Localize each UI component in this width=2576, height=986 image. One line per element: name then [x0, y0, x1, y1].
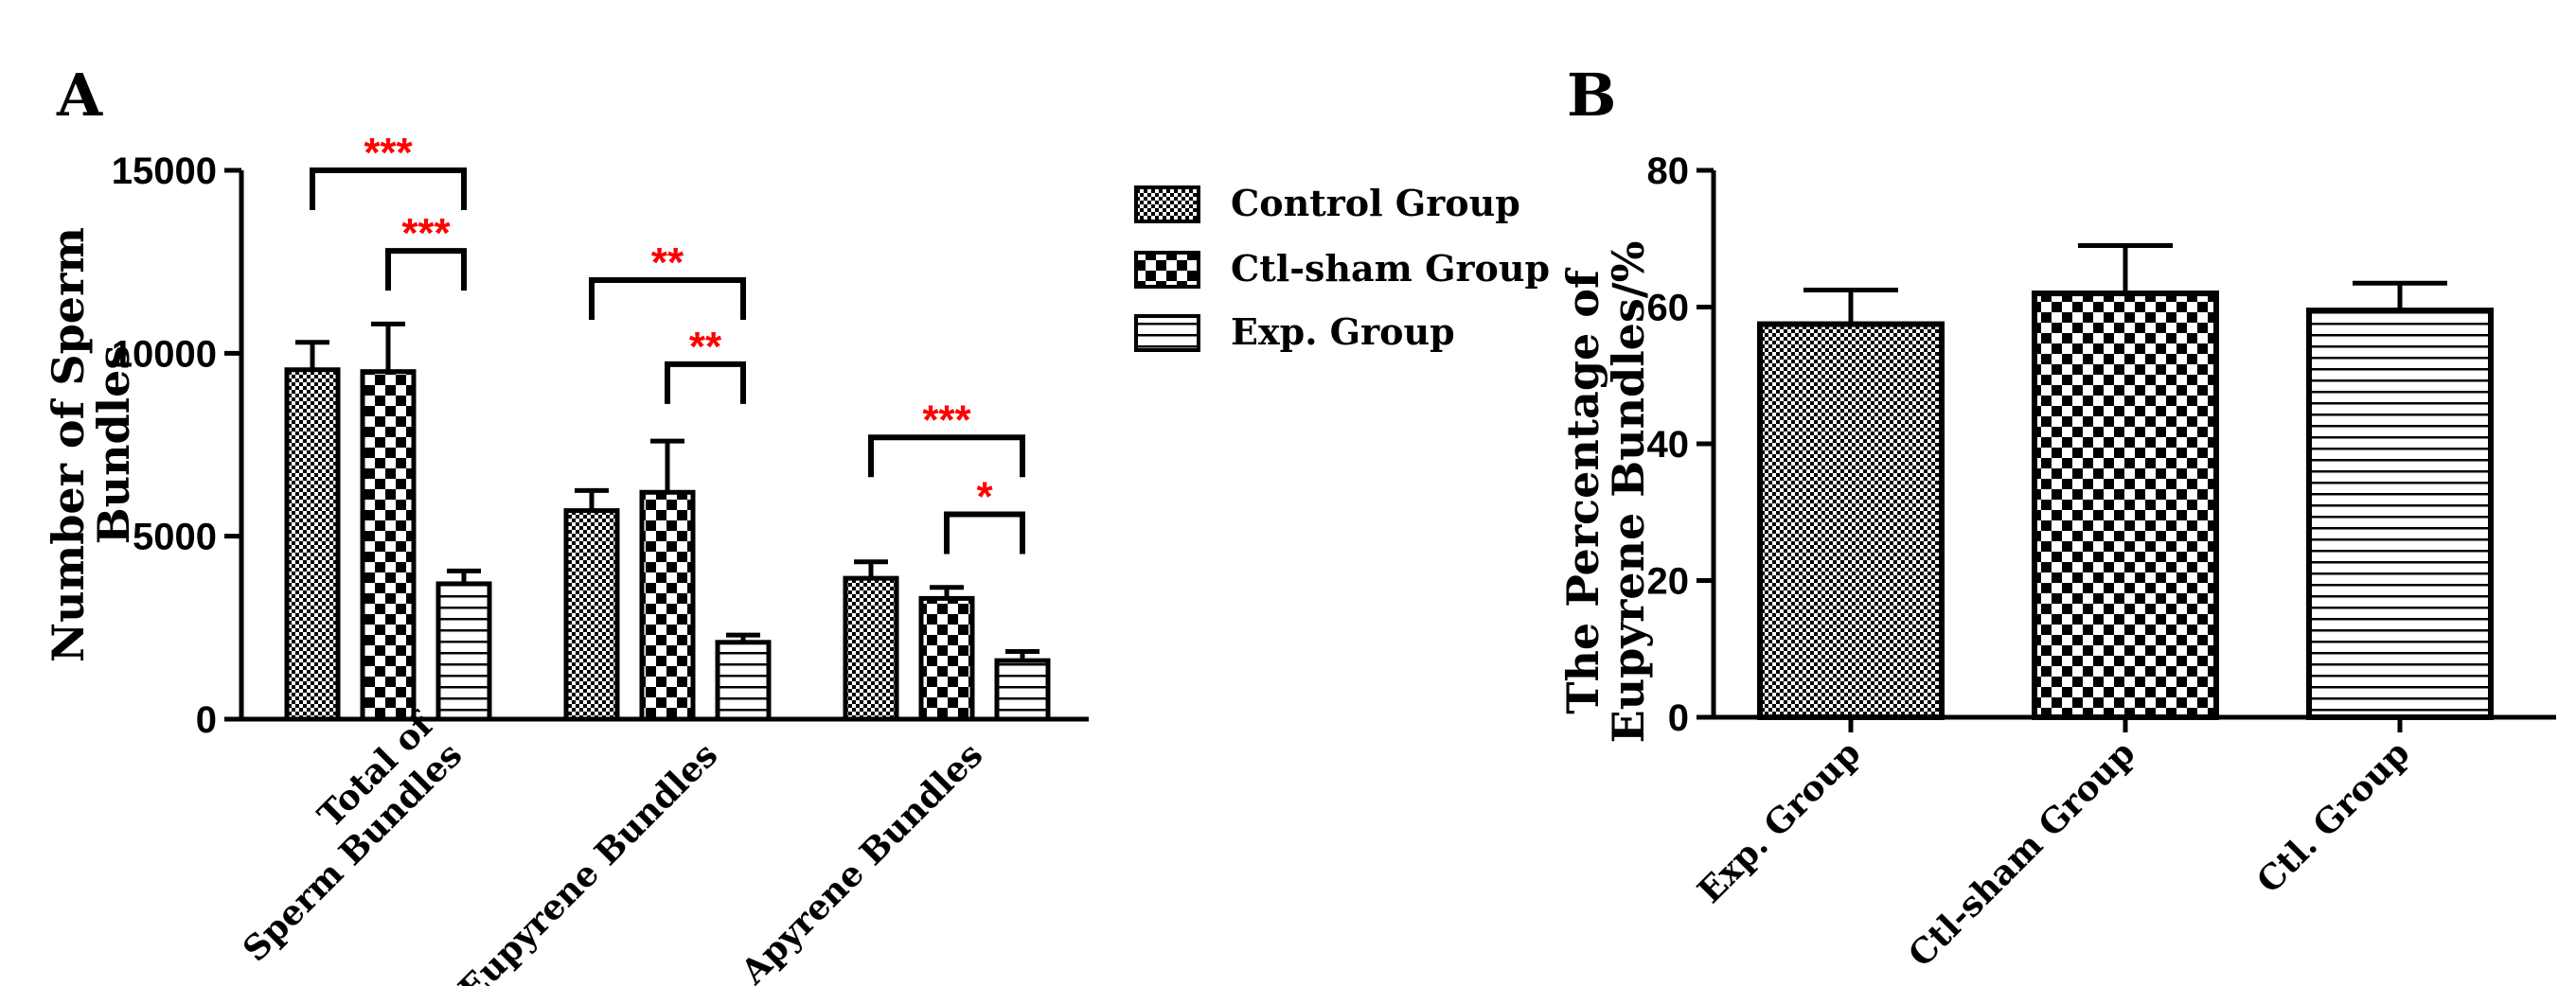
significance-label: * [976, 473, 993, 519]
significance-label: *** [922, 396, 971, 443]
bar-a-exp-group-2 [994, 658, 1051, 722]
significance-bracket [665, 361, 746, 404]
chart-a-y-tick-label: 10000 [112, 333, 217, 375]
chart-b-tick-labels: 0 20 40 60 80 [1647, 150, 1690, 739]
legend-label-control-group: Control Group [1231, 182, 1520, 224]
chart-a-ylabel-line2: Bundles [88, 345, 139, 545]
chart-b-y-tick-label: 80 [1647, 150, 1690, 192]
legend-label-ctl-sham-group: Ctl-sham Group [1231, 247, 1550, 290]
chart-a-tick-labels: 0 5000 10000 15000 [112, 150, 217, 741]
chart-a-category-label: Eupyrene Bundles [451, 735, 725, 986]
chart-b-category-label: Exp. Group [1690, 733, 1868, 911]
bar-a-control-group-0 [284, 367, 341, 722]
bar-a-control-group-2 [843, 575, 899, 722]
panel-label-b: B [1567, 61, 1616, 130]
bar-a-ctl-sham-group-2 [918, 595, 975, 722]
bar-b-ctl-sham-group [2032, 291, 2219, 720]
significance-bracket [868, 434, 1025, 478]
legend-label-exp-group: Exp. Group [1231, 310, 1455, 353]
chart-a-significance: ************** [310, 130, 1025, 555]
bar-b-ctl-group [2306, 308, 2494, 720]
chart-b-y-tick-label: 20 [1647, 561, 1690, 603]
panel-label-a: A [56, 61, 103, 130]
significance-bracket [589, 277, 746, 320]
chart-a-y-tick-label: 15000 [112, 150, 217, 192]
chart-b-ylabel-line1: The Percentage of [1557, 267, 1608, 714]
chart-b-y-tick-label: 60 [1647, 288, 1690, 329]
chart-a-category-label: Apyrene Bundles [733, 735, 990, 986]
significance-bracket [385, 248, 467, 291]
chart-a-error-bars [295, 321, 1039, 661]
chart-b-ylabel-line2: Eupyrene Bundles/% [1603, 241, 1654, 744]
chart-b-category-label: Ctl-sham Group [1901, 733, 2143, 976]
chart-b-category-labels: Exp. Group Ctl-sham Group Ctl. Group [1690, 733, 2417, 976]
chart-a-ylabel-line1: Number of Sperm [43, 227, 94, 662]
chart-b-y-tick-label: 0 [1668, 697, 1689, 739]
bar-a-exp-group-0 [435, 581, 492, 722]
bar-a-control-group-1 [563, 508, 620, 722]
legend-swatch-control-group [1134, 185, 1200, 223]
bar-a-ctl-sham-group-0 [360, 369, 417, 722]
chart-a-legend: Control Group Ctl-sham Group Exp. Group [1134, 182, 1550, 353]
significance-label: *** [401, 210, 451, 256]
significance-bracket [944, 511, 1025, 555]
chart-a-y-tick-label: 5000 [133, 517, 217, 558]
significance-bracket [310, 167, 467, 210]
significance-label: *** [364, 130, 413, 176]
bar-b-exp-group [1757, 321, 1945, 720]
chart-b-error-bars [1803, 242, 2447, 325]
legend-swatch-ctl-sham-group [1134, 251, 1200, 289]
chart-b-bars [1757, 291, 2494, 720]
chart-b-y-tick-label: 40 [1647, 424, 1690, 466]
chart-b-category-label: Ctl. Group [2249, 733, 2418, 902]
bar-a-exp-group-1 [715, 640, 772, 722]
chart-b: 0 20 40 60 80 Exp. Group Ctl-sham Group Ctl. G… [1557, 150, 2556, 975]
significance-label: ** [651, 239, 684, 286]
chart-a-y-tick-label: 0 [196, 699, 217, 741]
bar-a-ctl-sham-group-1 [639, 489, 696, 722]
significance-label: ** [689, 324, 722, 370]
legend-swatch-exp-group [1134, 314, 1200, 352]
